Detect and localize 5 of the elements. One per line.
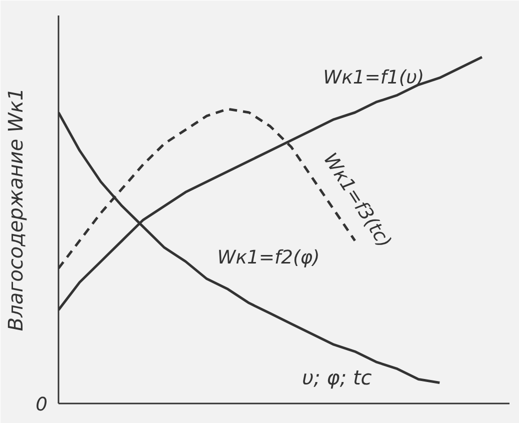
series-label: Wк1=f2(φ)	[217, 247, 320, 268]
y-axis-title: Влагосодержание Wк1	[4, 88, 28, 332]
text: 0	[36, 394, 48, 416]
series-label: Wк1=f1(υ)	[323, 67, 424, 88]
x-axis-title: υ; φ; tc	[302, 366, 372, 390]
